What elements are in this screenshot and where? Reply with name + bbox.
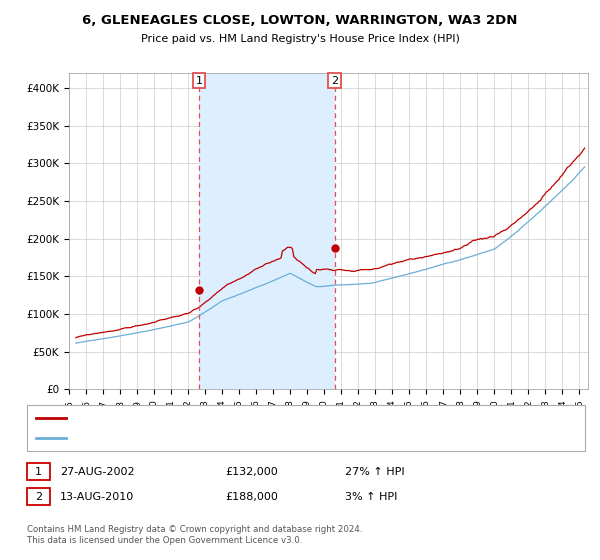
Text: Price paid vs. HM Land Registry's House Price Index (HPI): Price paid vs. HM Land Registry's House … (140, 34, 460, 44)
Text: 27% ↑ HPI: 27% ↑ HPI (345, 466, 404, 477)
Text: 1: 1 (196, 76, 203, 86)
Text: Contains HM Land Registry data © Crown copyright and database right 2024.
This d: Contains HM Land Registry data © Crown c… (27, 525, 362, 545)
Text: £188,000: £188,000 (225, 492, 278, 502)
Text: 2: 2 (331, 76, 338, 86)
Text: 27-AUG-2002: 27-AUG-2002 (60, 466, 134, 477)
Text: 13-AUG-2010: 13-AUG-2010 (60, 492, 134, 502)
Text: £132,000: £132,000 (225, 466, 278, 477)
Bar (199, 73, 335, 389)
Text: 2: 2 (35, 492, 42, 502)
Text: 6, GLENEAGLES CLOSE, LOWTON, WARRINGTON, WA3 2DN: 6, GLENEAGLES CLOSE, LOWTON, WARRINGTON,… (82, 14, 518, 27)
Text: 3% ↑ HPI: 3% ↑ HPI (345, 492, 397, 502)
Text: 6, GLENEAGLES CLOSE, LOWTON, WARRINGTON, WA3 2DN (detached house): 6, GLENEAGLES CLOSE, LOWTON, WARRINGTON,… (72, 413, 436, 422)
Text: 1: 1 (35, 466, 42, 477)
Text: HPI: Average price, detached house, Wigan: HPI: Average price, detached house, Wiga… (72, 433, 278, 442)
